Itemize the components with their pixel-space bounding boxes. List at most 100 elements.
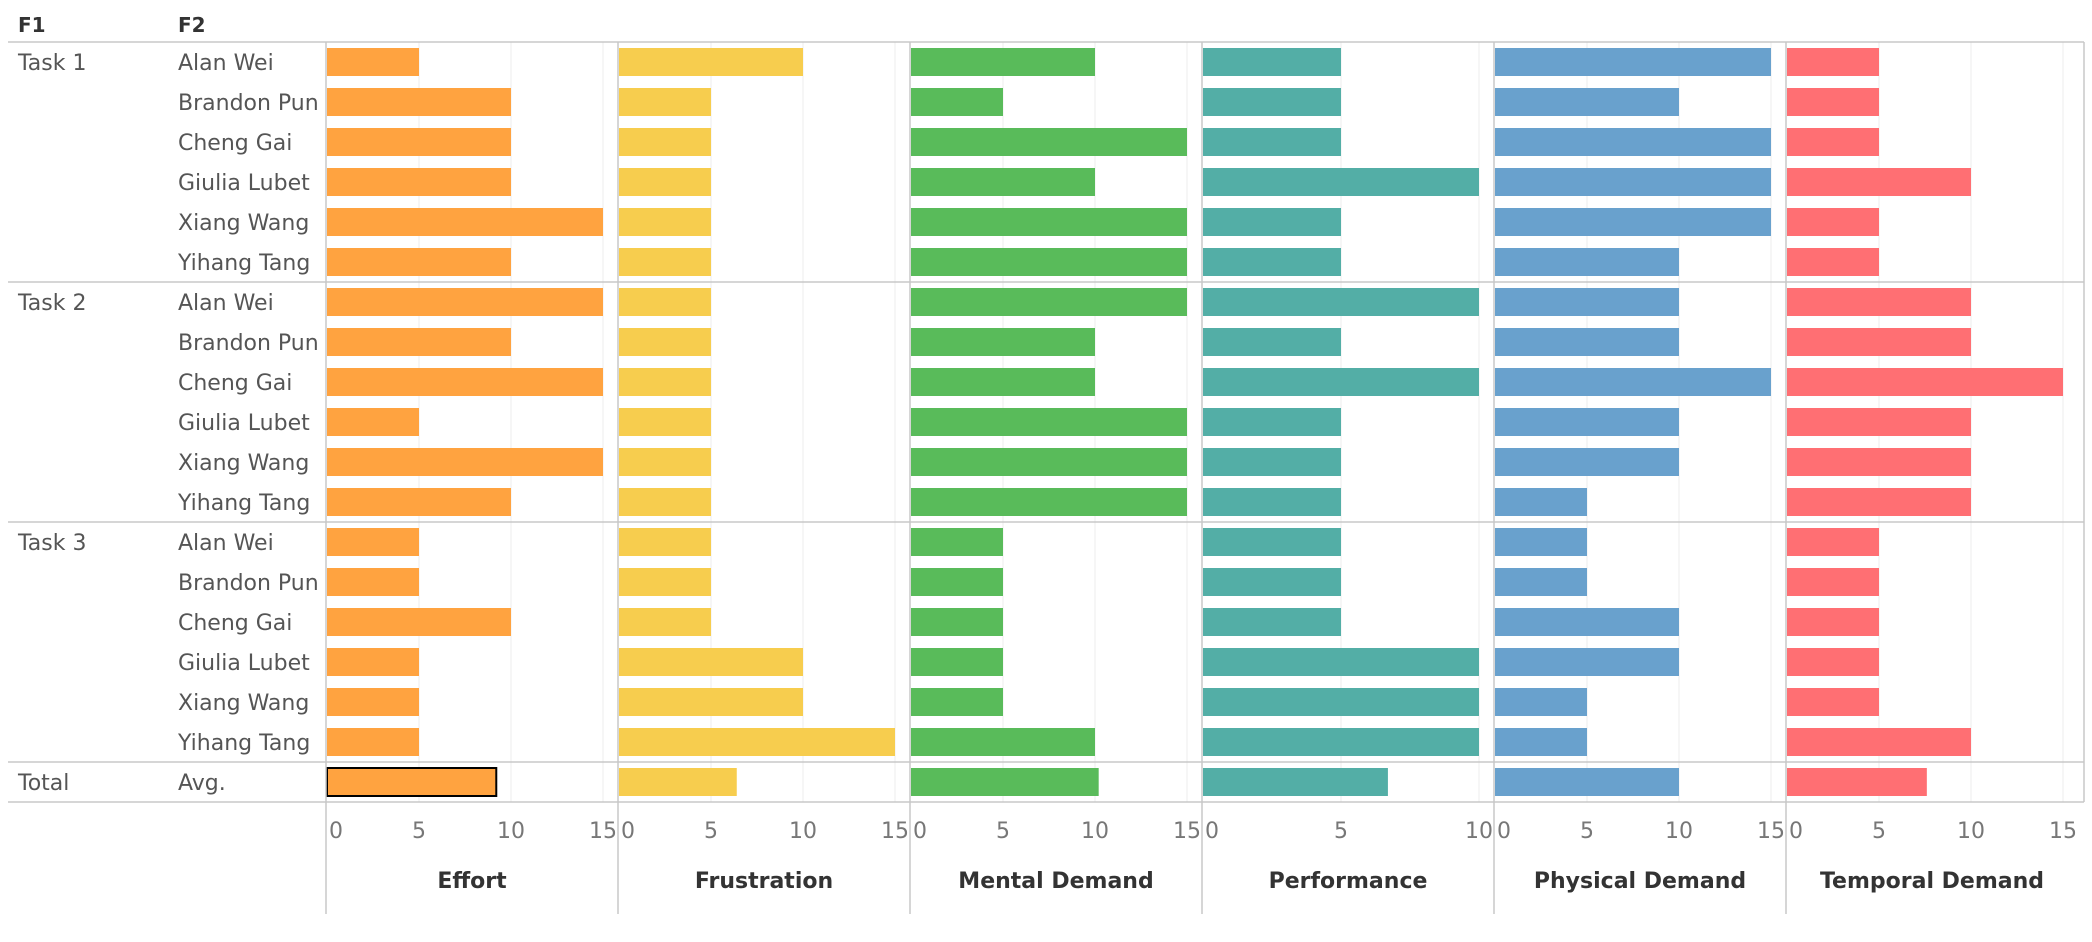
bar-mental-demand-task-3-alan-wei[interactable] bbox=[911, 528, 1003, 556]
bar-performance-task-3-alan-wei[interactable] bbox=[1203, 528, 1341, 556]
bar-mental-demand-total-avg[interactable] bbox=[911, 768, 1099, 796]
bar-frustration-task-1-alan-wei[interactable] bbox=[619, 48, 803, 76]
bar-mental-demand-task-2-yihang-tang[interactable] bbox=[911, 488, 1187, 516]
bar-performance-task-1-brandon-pun[interactable] bbox=[1203, 88, 1341, 116]
bar-effort-task-1-cheng-gai[interactable] bbox=[327, 128, 511, 156]
bar-frustration-task-3-alan-wei[interactable] bbox=[619, 528, 711, 556]
bar-performance-task-2-alan-wei[interactable] bbox=[1203, 288, 1479, 316]
bar-physical-demand-task-2-giulia-lubet[interactable] bbox=[1495, 408, 1679, 436]
bar-effort-task-2-yihang-tang[interactable] bbox=[327, 488, 511, 516]
bar-physical-demand-task-1-cheng-gai[interactable] bbox=[1495, 128, 1771, 156]
bar-physical-demand-task-3-xiang-wang[interactable] bbox=[1495, 688, 1587, 716]
bar-temporal-demand-task-1-alan-wei[interactable] bbox=[1787, 48, 1879, 76]
bar-temporal-demand-task-3-alan-wei[interactable] bbox=[1787, 528, 1879, 556]
bar-performance-total-avg[interactable] bbox=[1203, 768, 1388, 796]
bar-frustration-task-1-brandon-pun[interactable] bbox=[619, 88, 711, 116]
bar-frustration-task-1-giulia-lubet[interactable] bbox=[619, 168, 711, 196]
bar-performance-task-2-cheng-gai[interactable] bbox=[1203, 368, 1479, 396]
bar-temporal-demand-total-avg[interactable] bbox=[1787, 768, 1927, 796]
bar-frustration-task-1-yihang-tang[interactable] bbox=[619, 248, 711, 276]
bar-temporal-demand-task-1-brandon-pun[interactable] bbox=[1787, 88, 1879, 116]
bar-performance-task-2-giulia-lubet[interactable] bbox=[1203, 408, 1341, 436]
bar-physical-demand-task-2-alan-wei[interactable] bbox=[1495, 288, 1679, 316]
bar-physical-demand-task-3-brandon-pun[interactable] bbox=[1495, 568, 1587, 596]
bar-performance-task-1-cheng-gai[interactable] bbox=[1203, 128, 1341, 156]
bar-performance-task-1-giulia-lubet[interactable] bbox=[1203, 168, 1479, 196]
bar-effort-task-2-brandon-pun[interactable] bbox=[327, 328, 511, 356]
bar-temporal-demand-task-2-yihang-tang[interactable] bbox=[1787, 488, 1971, 516]
bar-mental-demand-task-3-xiang-wang[interactable] bbox=[911, 688, 1003, 716]
bar-effort-task-3-xiang-wang[interactable] bbox=[327, 688, 419, 716]
bar-mental-demand-task-1-cheng-gai[interactable] bbox=[911, 128, 1187, 156]
bar-temporal-demand-task-3-cheng-gai[interactable] bbox=[1787, 608, 1879, 636]
bar-performance-task-3-giulia-lubet[interactable] bbox=[1203, 648, 1479, 676]
bar-mental-demand-task-1-xiang-wang[interactable] bbox=[911, 208, 1187, 236]
bar-effort-task-3-cheng-gai[interactable] bbox=[327, 608, 511, 636]
bar-physical-demand-task-2-cheng-gai[interactable] bbox=[1495, 368, 1771, 396]
bar-frustration-task-2-brandon-pun[interactable] bbox=[619, 328, 711, 356]
bar-frustration-task-3-xiang-wang[interactable] bbox=[619, 688, 803, 716]
bar-physical-demand-task-3-alan-wei[interactable] bbox=[1495, 528, 1587, 556]
bar-effort-task-2-giulia-lubet[interactable] bbox=[327, 408, 419, 436]
bar-mental-demand-task-2-giulia-lubet[interactable] bbox=[911, 408, 1187, 436]
bar-frustration-task-3-cheng-gai[interactable] bbox=[619, 608, 711, 636]
bar-mental-demand-task-1-yihang-tang[interactable] bbox=[911, 248, 1187, 276]
bar-frustration-task-3-giulia-lubet[interactable] bbox=[619, 648, 803, 676]
bar-mental-demand-task-2-cheng-gai[interactable] bbox=[911, 368, 1095, 396]
bar-physical-demand-task-2-brandon-pun[interactable] bbox=[1495, 328, 1679, 356]
bar-mental-demand-task-3-giulia-lubet[interactable] bbox=[911, 648, 1003, 676]
bar-temporal-demand-task-2-xiang-wang[interactable] bbox=[1787, 448, 1971, 476]
bar-performance-task-2-yihang-tang[interactable] bbox=[1203, 488, 1341, 516]
bar-temporal-demand-task-1-yihang-tang[interactable] bbox=[1787, 248, 1879, 276]
bar-performance-task-3-xiang-wang[interactable] bbox=[1203, 688, 1479, 716]
bar-physical-demand-task-1-brandon-pun[interactable] bbox=[1495, 88, 1679, 116]
bar-effort-task-3-giulia-lubet[interactable] bbox=[327, 648, 419, 676]
bar-mental-demand-task-1-brandon-pun[interactable] bbox=[911, 88, 1003, 116]
bar-temporal-demand-task-1-xiang-wang[interactable] bbox=[1787, 208, 1879, 236]
bar-mental-demand-task-2-alan-wei[interactable] bbox=[911, 288, 1187, 316]
bar-frustration-task-2-yihang-tang[interactable] bbox=[619, 488, 711, 516]
bar-physical-demand-task-3-cheng-gai[interactable] bbox=[1495, 608, 1679, 636]
bar-frustration-task-3-brandon-pun[interactable] bbox=[619, 568, 711, 596]
bar-effort-task-1-yihang-tang[interactable] bbox=[327, 248, 511, 276]
bar-effort-task-2-alan-wei[interactable] bbox=[327, 288, 603, 316]
bar-performance-task-1-yihang-tang[interactable] bbox=[1203, 248, 1341, 276]
bar-performance-task-1-xiang-wang[interactable] bbox=[1203, 208, 1341, 236]
bar-mental-demand-task-2-xiang-wang[interactable] bbox=[911, 448, 1187, 476]
bar-frustration-task-2-alan-wei[interactable] bbox=[619, 288, 711, 316]
bar-effort-task-1-alan-wei[interactable] bbox=[327, 48, 419, 76]
bar-effort-task-3-brandon-pun[interactable] bbox=[327, 568, 419, 596]
bar-frustration-task-2-xiang-wang[interactable] bbox=[619, 448, 711, 476]
bar-temporal-demand-task-2-giulia-lubet[interactable] bbox=[1787, 408, 1971, 436]
bar-temporal-demand-task-1-giulia-lubet[interactable] bbox=[1787, 168, 1971, 196]
bar-physical-demand-task-1-xiang-wang[interactable] bbox=[1495, 208, 1771, 236]
bar-effort-task-2-cheng-gai[interactable] bbox=[327, 368, 603, 396]
bar-mental-demand-task-3-brandon-pun[interactable] bbox=[911, 568, 1003, 596]
bar-effort-task-3-alan-wei[interactable] bbox=[327, 528, 419, 556]
bar-mental-demand-task-1-alan-wei[interactable] bbox=[911, 48, 1095, 76]
bar-temporal-demand-task-2-alan-wei[interactable] bbox=[1787, 288, 1971, 316]
bar-effort-task-1-brandon-pun[interactable] bbox=[327, 88, 511, 116]
bar-temporal-demand-task-3-giulia-lubet[interactable] bbox=[1787, 648, 1879, 676]
bar-frustration-task-3-yihang-tang[interactable] bbox=[619, 728, 895, 756]
bar-performance-task-3-brandon-pun[interactable] bbox=[1203, 568, 1341, 596]
bar-performance-task-2-brandon-pun[interactable] bbox=[1203, 328, 1341, 356]
bar-temporal-demand-task-2-cheng-gai[interactable] bbox=[1787, 368, 2063, 396]
bar-physical-demand-task-1-alan-wei[interactable] bbox=[1495, 48, 1771, 76]
bar-physical-demand-total-avg[interactable] bbox=[1495, 768, 1679, 796]
bar-effort-total-avg[interactable] bbox=[326, 767, 498, 797]
bar-mental-demand-task-1-giulia-lubet[interactable] bbox=[911, 168, 1095, 196]
bar-temporal-demand-task-3-brandon-pun[interactable] bbox=[1787, 568, 1879, 596]
bar-frustration-task-2-giulia-lubet[interactable] bbox=[619, 408, 711, 436]
bar-physical-demand-task-2-yihang-tang[interactable] bbox=[1495, 488, 1587, 516]
bar-physical-demand-task-1-giulia-lubet[interactable] bbox=[1495, 168, 1771, 196]
bar-mental-demand-task-3-yihang-tang[interactable] bbox=[911, 728, 1095, 756]
bar-performance-task-1-alan-wei[interactable] bbox=[1203, 48, 1341, 76]
bar-performance-task-2-xiang-wang[interactable] bbox=[1203, 448, 1341, 476]
bar-frustration-task-2-cheng-gai[interactable] bbox=[619, 368, 711, 396]
bar-physical-demand-task-3-giulia-lubet[interactable] bbox=[1495, 648, 1679, 676]
bar-effort-task-3-yihang-tang[interactable] bbox=[327, 728, 419, 756]
bar-temporal-demand-task-2-brandon-pun[interactable] bbox=[1787, 328, 1971, 356]
bar-effort-task-1-giulia-lubet[interactable] bbox=[327, 168, 511, 196]
bar-frustration-task-1-xiang-wang[interactable] bbox=[619, 208, 711, 236]
